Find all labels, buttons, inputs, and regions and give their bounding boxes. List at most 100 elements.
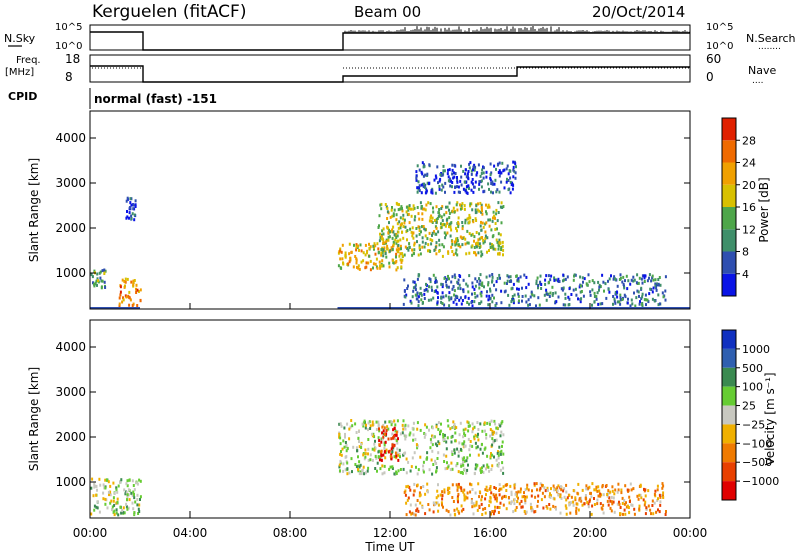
echo-cell (132, 283, 135, 287)
echo-cell (103, 270, 106, 274)
echo-cell (525, 286, 528, 290)
echo-cell (610, 509, 613, 513)
echo-cell (471, 488, 474, 491)
echo-cell (478, 182, 481, 186)
echo-cell (128, 290, 131, 294)
echo-cell (619, 296, 622, 300)
echo-cell (557, 277, 560, 281)
echo-cell (416, 499, 419, 502)
echo-cell (491, 182, 494, 186)
echo-cell (443, 213, 446, 217)
echo-cell (382, 423, 385, 427)
colorbar-swatch (722, 443, 736, 463)
echo-cell (422, 464, 425, 468)
echo-cell (459, 245, 462, 249)
echo-cell (617, 482, 620, 486)
echo-cell (497, 464, 500, 468)
echo-cell (629, 304, 632, 308)
echo-cell (119, 293, 122, 297)
echo-cell (463, 467, 466, 471)
echo-cell (531, 508, 534, 512)
echo-cell (498, 445, 501, 449)
echo-cell (457, 470, 460, 474)
echo-cell (423, 297, 426, 300)
echo-cell (443, 303, 446, 307)
echo-cell (399, 252, 402, 256)
echo-cell (500, 421, 503, 425)
echo-cell (339, 266, 342, 270)
echo-cell (556, 486, 559, 490)
echo-cell (353, 243, 355, 247)
echo-cell (453, 210, 456, 214)
echo-cell (658, 302, 661, 306)
echo-cell (424, 433, 427, 437)
echo-cell (379, 467, 382, 471)
echo-cell (376, 469, 378, 473)
echo-cell (651, 504, 654, 507)
echo-cell (415, 176, 418, 180)
freq-left-tick-top: 18 (65, 52, 80, 66)
echo-cell (387, 231, 390, 235)
echo-cell (500, 221, 503, 225)
echo-cell (514, 162, 517, 166)
echo-cell (110, 499, 113, 503)
echo-cell (448, 490, 451, 494)
echo-cell (386, 425, 389, 429)
echo-cell (547, 274, 550, 278)
echo-cell (407, 460, 410, 464)
echo-cell (535, 282, 538, 286)
echo-cell (516, 287, 518, 291)
echo-cell (459, 471, 462, 475)
echo-cell (492, 440, 495, 444)
echo-cell (445, 233, 447, 237)
echo-cell (494, 216, 496, 220)
echo-cell (429, 250, 432, 253)
echo-cell (611, 489, 614, 493)
echo-cell (455, 242, 458, 246)
echo-cell (416, 446, 419, 450)
echo-cell (557, 484, 560, 488)
echo-cell (381, 259, 384, 263)
echo-cell (432, 510, 435, 514)
echo-cell (479, 224, 482, 228)
echo-cell (131, 479, 134, 483)
echo-cell (652, 286, 655, 290)
echo-cell (468, 213, 471, 217)
cpid-program: normal (fast) -151 (94, 92, 217, 106)
echo-cell (399, 238, 402, 242)
echo-cell (448, 208, 450, 212)
y-tick-label: 4000 (55, 131, 86, 145)
echo-cell (468, 302, 470, 306)
echo-cell (591, 303, 593, 307)
echo-cell (383, 426, 386, 430)
echo-cell (451, 209, 454, 213)
echo-cell (415, 234, 418, 238)
echo-cell (467, 424, 470, 428)
echo-cell (133, 511, 136, 515)
echo-cell (388, 221, 390, 225)
echo-cell (390, 246, 393, 250)
echo-cell (124, 280, 127, 284)
echo-cell (438, 187, 441, 191)
echo-cell (499, 452, 502, 456)
echo-cell (598, 285, 601, 289)
echo-cell (500, 301, 503, 305)
echo-cell (448, 277, 450, 281)
echo-cell (136, 304, 139, 307)
echo-cell (614, 277, 616, 281)
echo-cell (587, 502, 590, 506)
echo-cell (443, 488, 446, 492)
echo-cell (413, 252, 415, 256)
echo-cell (445, 211, 448, 215)
echo-cell (416, 421, 419, 425)
echo-cell (579, 275, 582, 279)
echo-cell (568, 303, 571, 306)
echo-cell (431, 288, 433, 292)
echo-cell (651, 297, 654, 301)
echo-cell (599, 285, 602, 288)
echo-cell (636, 289, 639, 293)
echo-cell (507, 172, 510, 176)
echo-cell (453, 273, 456, 277)
echo-cell (506, 274, 509, 278)
echo-cell (394, 429, 397, 433)
